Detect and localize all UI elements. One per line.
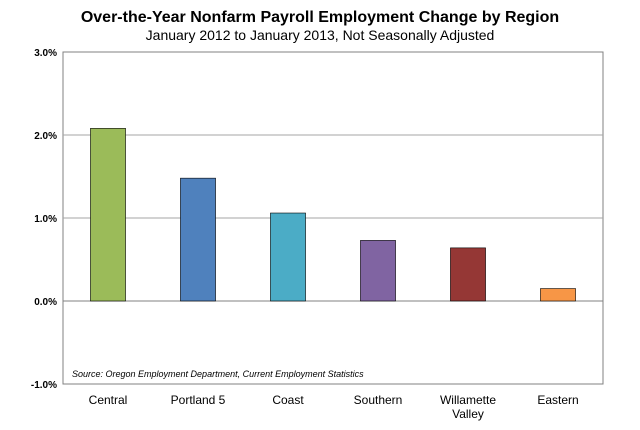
y-tick-label: 0.0% <box>34 297 57 308</box>
bar-eastern <box>540 288 576 302</box>
chart-title: Over-the-Year Nonfarm Payroll Employment… <box>81 9 559 26</box>
bar-central <box>90 128 126 302</box>
source-annotation: Source: Oregon Employment Department, Cu… <box>72 369 364 379</box>
y-tick-label: 3.0% <box>34 48 57 59</box>
y-axis-ticks: -1.0% 0.0% 1.0% 2.0% 3.0% <box>31 48 57 391</box>
bar-southern <box>360 240 396 302</box>
x-tick-label: Central <box>89 393 128 407</box>
bar-portland-5 <box>180 177 216 302</box>
x-axis-ticks: Central Portland 5 Coast Southern Willamette… <box>89 393 579 421</box>
x-tick-label: Willamette Valley <box>440 393 496 421</box>
bar-willamette-valley <box>450 247 486 302</box>
y-tick-label: 2.0% <box>34 131 57 142</box>
chart-subtitle: January 2012 to January 2013, Not Season… <box>146 27 495 43</box>
y-tick-label: -1.0% <box>31 380 57 391</box>
y-tick-label: 1.0% <box>34 214 57 225</box>
x-tick-label: Southern <box>354 393 403 407</box>
x-tick-label: Eastern <box>537 393 578 407</box>
bar-coast <box>270 212 306 302</box>
bars-layer <box>90 128 576 302</box>
x-tick-label: Coast <box>272 393 304 407</box>
grid-layer <box>63 134 603 302</box>
x-tick-label: Portland 5 <box>171 393 226 407</box>
